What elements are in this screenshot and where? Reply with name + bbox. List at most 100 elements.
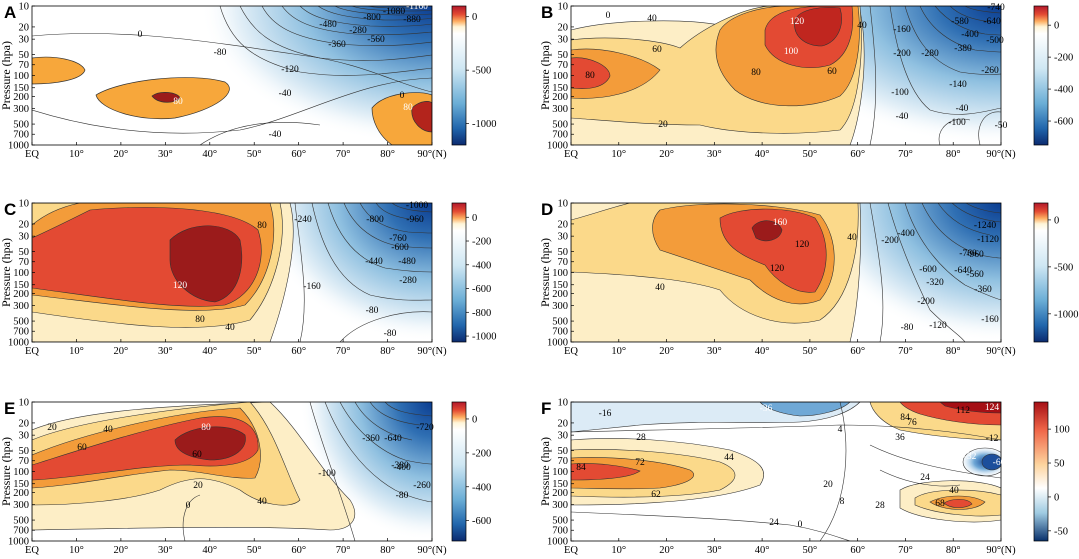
negative-region	[759, 402, 851, 417]
x-tick-label: 20°	[114, 346, 129, 357]
x-tick-label: 90°(N)	[417, 149, 447, 160]
x-tick-label: EQ	[564, 149, 578, 160]
contour-label: -380	[391, 461, 409, 471]
y-axis-label: Pressure (hpa)	[0, 437, 13, 506]
y-tick-label: 30	[19, 431, 30, 442]
panel-e-colorbar	[451, 401, 467, 542]
y-tick-label: 700	[552, 130, 568, 141]
contour-label: -720	[416, 423, 434, 433]
colorbar-tick-label: -200	[1054, 53, 1073, 64]
contour-label: -800	[366, 215, 384, 225]
y-tick-label: 200	[552, 92, 568, 103]
contour-label: -440	[365, 257, 383, 267]
panel-a	[32, 6, 432, 145]
x-tick-label: 10°	[69, 149, 84, 160]
contour-label: 100	[784, 47, 799, 57]
y-tick-label: 150	[552, 479, 568, 490]
contour-label: 60	[192, 450, 202, 460]
x-tick-label: 40°	[755, 149, 770, 160]
panel-letter-d: D	[541, 200, 553, 219]
colorbar-tick-label: -1000	[472, 119, 497, 130]
colorbar-tick-label: -600	[472, 516, 491, 527]
contour-label: -320	[926, 278, 944, 288]
y-tick-label: 10	[19, 398, 30, 409]
y-tick-label: 1000	[8, 141, 29, 152]
y-tick-label: 300	[552, 104, 568, 115]
contour-label: -260	[981, 66, 999, 76]
contour-label: -880	[403, 15, 421, 25]
contour-label: 120	[770, 264, 785, 274]
x-tick-label: 30°	[158, 545, 173, 556]
y-tick-label: 30	[558, 431, 569, 442]
contour-label: 40	[225, 323, 235, 333]
y-tick-label: 10	[19, 2, 30, 13]
contour-label: -240	[294, 215, 312, 225]
y-axis-label: Pressure (hpa)	[0, 41, 13, 110]
contour-label: 40	[847, 233, 857, 243]
x-tick-label: 10°	[69, 346, 84, 357]
contour-label: -400	[393, 463, 411, 473]
y-tick-label: 20	[19, 219, 30, 230]
contour-label: 40	[257, 497, 267, 507]
panel-b-colorbar	[1033, 5, 1049, 146]
contour-label: -80	[396, 491, 409, 501]
y-tick-label: 300	[552, 500, 568, 511]
contour-label: 60	[77, 443, 87, 453]
y-tick-label: 200	[13, 289, 29, 300]
x-tick-label: 20°	[659, 545, 674, 556]
x-tick-label: 60°	[850, 149, 865, 160]
colorbar-tick-label: -1000	[1054, 309, 1079, 320]
contour-label: -50	[995, 121, 1008, 131]
x-tick-label: 40°	[755, 545, 770, 556]
panel-letter-e: E	[4, 399, 15, 418]
y-tick-label: 10	[558, 398, 569, 409]
y-tick-label: 50	[558, 50, 569, 61]
y-axis-label: Pressure (hpa)	[0, 238, 13, 307]
contour-label: -760	[389, 234, 407, 244]
x-tick-label: 80°	[946, 149, 961, 160]
y-tick-label: 300	[13, 301, 29, 312]
y-tick-label: 700	[552, 327, 568, 338]
contour-label: -360	[328, 40, 346, 50]
y-tick-label: 50	[19, 247, 30, 258]
x-tick-label: 10°	[611, 149, 626, 160]
panel-d	[571, 203, 1001, 342]
contour-label: -36	[760, 404, 773, 414]
x-tick-label: 40°	[202, 149, 217, 160]
contour-label: 40	[949, 486, 959, 496]
x-tick-label: 80°	[946, 346, 961, 357]
contour-label: -100	[318, 469, 336, 479]
x-tick-label: 90°(N)	[986, 149, 1016, 160]
y-tick-label: 100	[13, 268, 29, 279]
contour-label: 120	[795, 240, 810, 250]
y-tick-label: 100	[552, 467, 568, 478]
colorbar-tick-label: 0	[1054, 21, 1059, 32]
contour-label: -640	[983, 17, 1001, 27]
x-tick-label: 30°	[158, 149, 173, 160]
contour-label: 40	[185, 70, 195, 80]
x-tick-label: 30°	[707, 545, 722, 556]
y-tick-label: 150	[13, 83, 29, 94]
x-tick-label: 80°	[380, 149, 395, 160]
x-tick-label: 70°	[898, 545, 913, 556]
contour-label: -32	[964, 452, 977, 462]
x-tick-label: 50°	[803, 346, 818, 357]
y-tick-label: 100	[552, 268, 568, 279]
y-tick-label: 70	[558, 257, 569, 268]
x-tick-label: 70°	[898, 149, 913, 160]
x-tick-label: EQ	[564, 346, 578, 357]
y-tick-label: 300	[13, 500, 29, 511]
contour-label: 60	[827, 67, 837, 77]
contour-label: 60	[652, 45, 662, 55]
y-tick-label: 30	[19, 232, 30, 243]
y-axis-label: Pressure (hpa)	[538, 437, 552, 506]
contour-label: 0	[186, 501, 191, 511]
contour-label: -960	[966, 250, 984, 260]
x-tick-label: 90°(N)	[986, 545, 1016, 556]
contour-label: 120	[790, 17, 805, 27]
contour-label: 124	[985, 403, 1000, 413]
y-tick-label: 500	[552, 317, 568, 328]
colorbar-tick-label: 0	[1054, 215, 1059, 226]
y-axis-label: Pressure (hpa)	[538, 238, 552, 307]
y-tick-label: 700	[13, 526, 29, 537]
